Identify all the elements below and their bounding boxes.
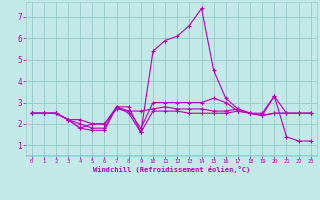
X-axis label: Windchill (Refroidissement éolien,°C): Windchill (Refroidissement éolien,°C) <box>92 166 250 173</box>
